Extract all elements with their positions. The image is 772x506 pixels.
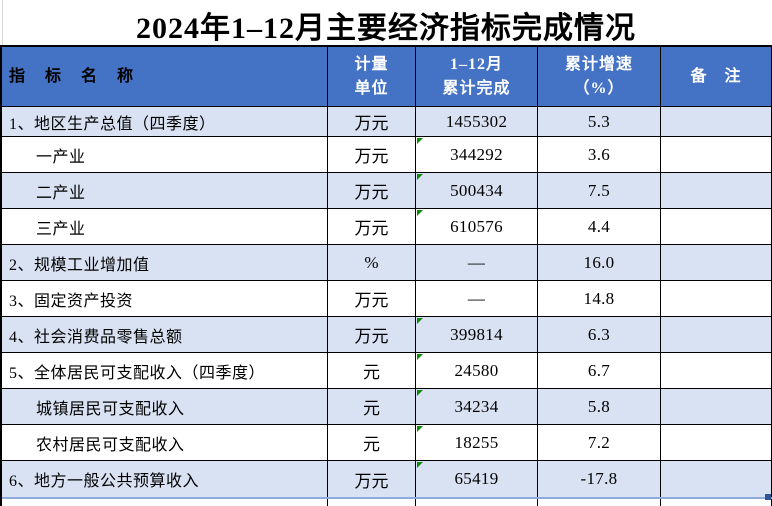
column-gridline (2, 0, 3, 45)
partial-cell (538, 499, 661, 506)
remark-cell[interactable] (661, 389, 772, 425)
unit-cell[interactable]: % (328, 245, 416, 281)
header-value[interactable]: 1–12月 累计完成 (416, 47, 538, 107)
value-text: 344292 (450, 144, 503, 164)
growth-cell[interactable]: 7.5 (538, 173, 661, 209)
header-remark[interactable]: 备 注 (661, 47, 772, 107)
value-cell[interactable]: 1455302 (416, 107, 538, 137)
growth-cell[interactable]: 5.8 (538, 389, 661, 425)
table-row: 5、全体居民可支配收入（四季度） 元 24580 6.7 (2, 353, 772, 389)
error-flag-icon (417, 318, 423, 324)
indicator-name-cell[interactable]: 1、地区生产总值（四季度） (2, 107, 328, 137)
value-text: 34234 (454, 396, 499, 416)
remark-cell[interactable] (661, 173, 772, 209)
table-row: 6、地方一般公共预算收入 万元 65419 -17.8 (2, 461, 772, 497)
indicator-name-cell[interactable]: 三产业 (2, 209, 328, 245)
growth-cell[interactable]: -17.8 (538, 461, 661, 497)
unit-cell[interactable]: 元 (328, 425, 416, 461)
partial-cell (328, 499, 416, 506)
growth-cell[interactable]: 14.8 (538, 281, 661, 317)
indicator-name-cell[interactable]: 二产业 (2, 173, 328, 209)
value-text: 18255 (454, 432, 499, 452)
growth-cell[interactable]: 7.2 (538, 425, 661, 461)
remark-cell[interactable] (661, 281, 772, 317)
value-cell[interactable]: 610576 (416, 209, 538, 245)
table-header-row: 指 标 名 称 计量 单位 1–12月 累计完成 累计增速 （%） 备 注 (2, 47, 772, 107)
header-growth[interactable]: 累计增速 （%） (538, 47, 661, 107)
unit-cell[interactable]: 万元 (328, 107, 416, 137)
growth-cell[interactable]: 16.0 (538, 245, 661, 281)
value-cell[interactable]: — (416, 281, 538, 317)
value-cell[interactable]: 399814 (416, 317, 538, 353)
indicator-name-cell[interactable]: 一产业 (2, 137, 328, 173)
table-row: 农村居民可支配收入 元 18255 7.2 (2, 425, 772, 461)
growth-cell[interactable]: 5.3 (538, 107, 661, 137)
remark-cell[interactable] (661, 107, 772, 137)
unit-cell[interactable]: 元 (328, 389, 416, 425)
growth-cell[interactable]: 3.6 (538, 137, 661, 173)
table-row: 一产业 万元 344292 3.6 (2, 137, 772, 173)
header-unit[interactable]: 计量 单位 (328, 47, 416, 107)
indicator-name-cell[interactable]: 3、固定资产投资 (2, 281, 328, 317)
partial-cell (2, 499, 328, 506)
partial-next-row (2, 497, 772, 506)
value-cell[interactable]: 344292 (416, 137, 538, 173)
error-flag-icon (417, 390, 423, 396)
indicator-name-cell[interactable]: 4、社会消费品零售总额 (2, 317, 328, 353)
error-flag-icon (417, 462, 423, 468)
value-cell[interactable]: 24580 (416, 353, 538, 389)
value-text: 24580 (454, 360, 499, 380)
value-cell[interactable]: 34234 (416, 389, 538, 425)
value-text: 399814 (450, 324, 503, 344)
growth-cell[interactable]: 4.4 (538, 209, 661, 245)
value-cell[interactable]: 500434 (416, 173, 538, 209)
partial-cell (416, 499, 538, 506)
indicators-table: 指 标 名 称 计量 单位 1–12月 累计完成 累计增速 （%） 备 注 1、… (0, 45, 772, 506)
growth-cell[interactable]: 6.7 (538, 353, 661, 389)
value-text: 610576 (450, 216, 503, 236)
fill-handle[interactable] (765, 494, 771, 500)
growth-cell[interactable]: 6.3 (538, 317, 661, 353)
value-cell[interactable]: 18255 (416, 425, 538, 461)
error-flag-icon (417, 354, 423, 360)
unit-cell[interactable]: 万元 (328, 461, 416, 497)
remark-cell[interactable] (661, 317, 772, 353)
remark-cell[interactable] (661, 425, 772, 461)
table-row: 4、社会消费品零售总额 万元 399814 6.3 (2, 317, 772, 353)
table-row: 3、固定资产投资 万元 — 14.8 (2, 281, 772, 317)
error-flag-icon (417, 174, 423, 180)
value-text: 500434 (450, 180, 503, 200)
value-cell[interactable]: — (416, 245, 538, 281)
error-flag-icon (417, 138, 423, 144)
table-row: 城镇居民可支配收入 元 34234 5.8 (2, 389, 772, 425)
error-flag-icon (417, 426, 423, 432)
remark-cell[interactable] (661, 137, 772, 173)
header-indicator-name[interactable]: 指 标 名 称 (2, 47, 328, 107)
remark-cell[interactable] (661, 209, 772, 245)
table-row: 二产业 万元 500434 7.5 (2, 173, 772, 209)
unit-cell[interactable]: 元 (328, 353, 416, 389)
unit-cell[interactable]: 万元 (328, 137, 416, 173)
value-text: 65419 (454, 469, 499, 488)
error-flag-icon (417, 210, 423, 216)
partial-cell (661, 499, 772, 506)
remark-cell[interactable] (661, 461, 772, 497)
indicator-name-cell[interactable]: 城镇居民可支配收入 (2, 389, 328, 425)
page-title: 2024年1–12月主要经济指标完成情况 (136, 12, 636, 45)
value-cell[interactable]: 65419 (416, 461, 538, 497)
remark-cell[interactable] (661, 245, 772, 281)
unit-cell[interactable]: 万元 (328, 317, 416, 353)
table-row: 三产业 万元 610576 4.4 (2, 209, 772, 245)
unit-cell[interactable]: 万元 (328, 173, 416, 209)
table-row: 2、规模工业增加值 % — 16.0 (2, 245, 772, 281)
remark-cell[interactable] (661, 353, 772, 389)
unit-cell[interactable]: 万元 (328, 281, 416, 317)
indicator-name-cell[interactable]: 农村居民可支配收入 (2, 425, 328, 461)
indicator-name-cell[interactable]: 2、规模工业增加值 (2, 245, 328, 281)
indicator-name-cell[interactable]: 5、全体居民可支配收入（四季度） (2, 353, 328, 389)
table-row: 1、地区生产总值（四季度） 万元 1455302 5.3 (2, 107, 772, 137)
indicator-name-cell[interactable]: 6、地方一般公共预算收入 (2, 461, 328, 497)
unit-cell[interactable]: 万元 (328, 209, 416, 245)
